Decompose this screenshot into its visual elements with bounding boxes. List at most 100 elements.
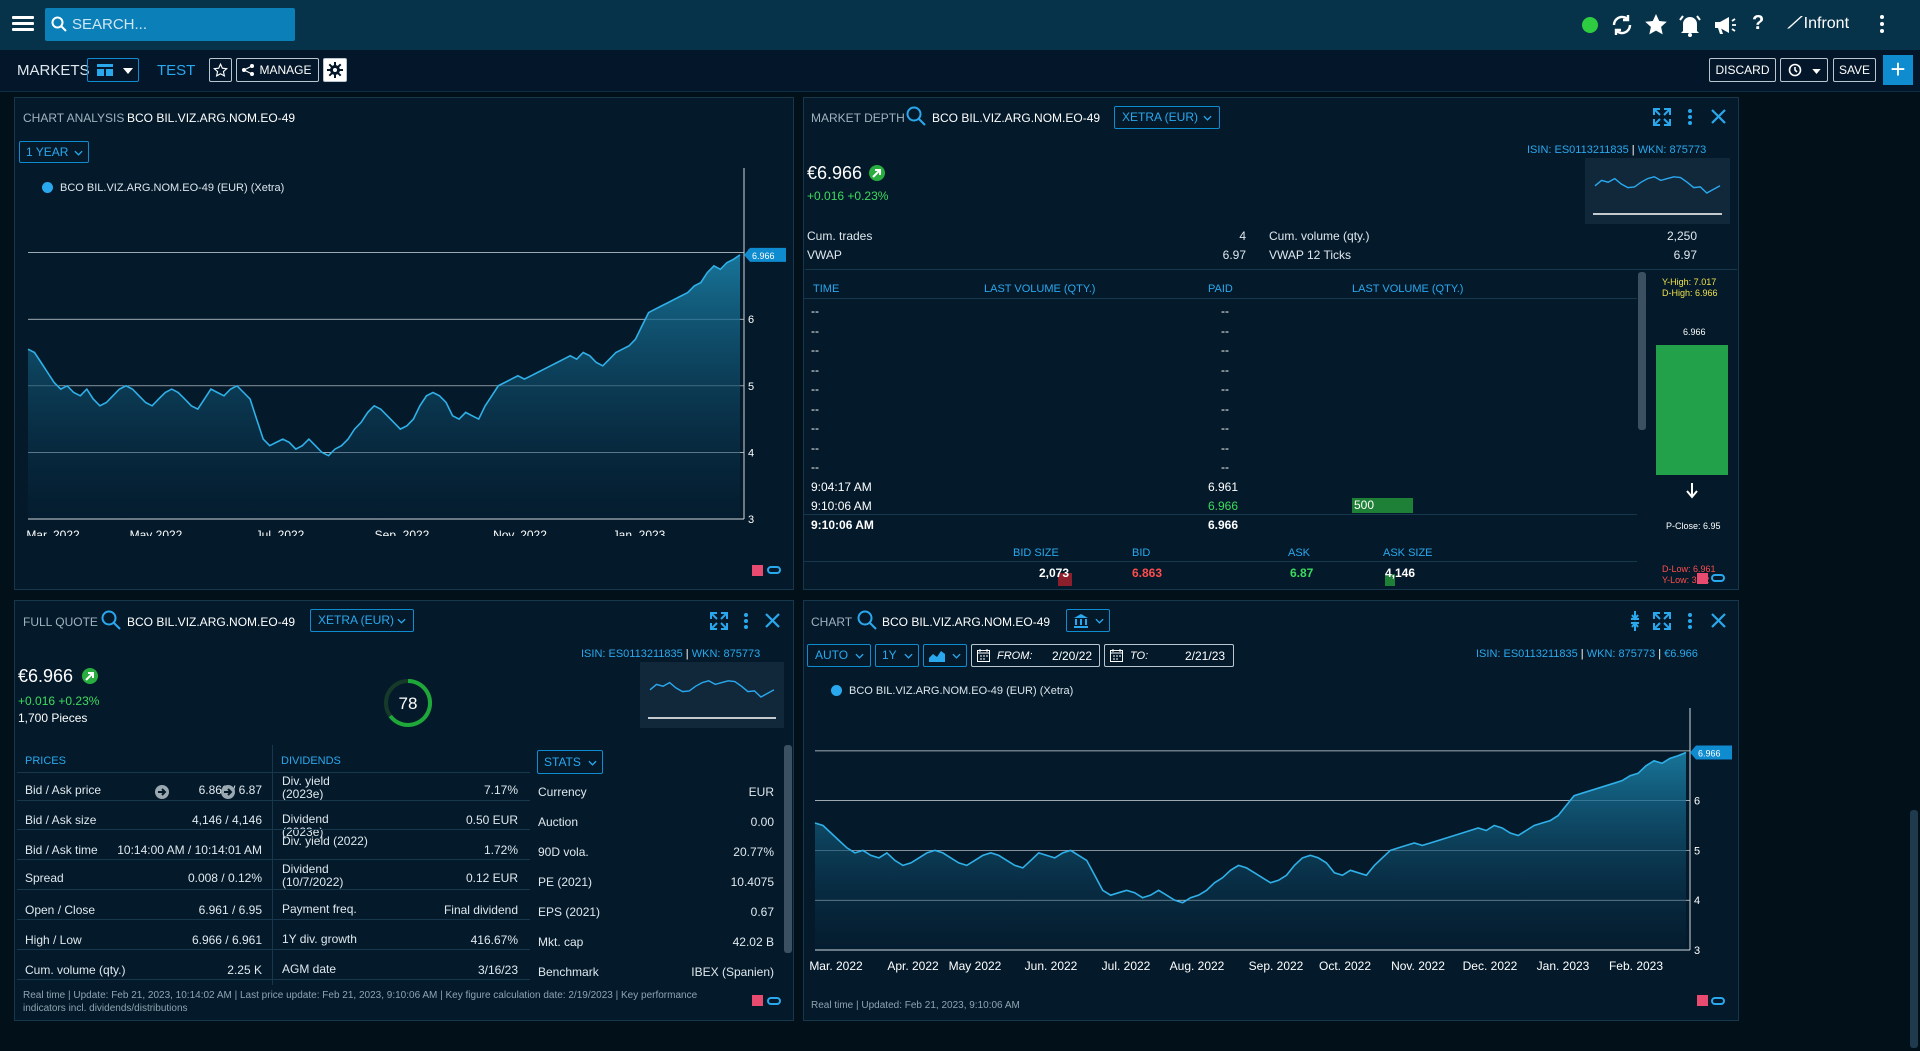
discard-button[interactable]: DISCARD	[1709, 58, 1776, 82]
col-header-last-volume-2[interactable]: LAST VOLUME (QTY.)	[1352, 283, 1464, 295]
kebab-icon[interactable]	[1687, 108, 1693, 126]
link-icon[interactable]	[767, 997, 781, 1005]
period-dropdown[interactable]: 1 YEAR	[19, 141, 89, 163]
kebab-icon[interactable]	[743, 612, 749, 630]
chevron-down-icon	[397, 618, 406, 624]
stats-scrollbar[interactable]	[784, 745, 792, 953]
trade-time: 9:10:06 AM	[811, 499, 872, 513]
help-icon[interactable]: ?	[1752, 12, 1765, 34]
link-icon[interactable]	[767, 566, 781, 574]
exchange-selector[interactable]	[1066, 609, 1110, 632]
alarm-bell-icon[interactable]	[1677, 12, 1703, 38]
col-header-bid-size[interactable]: BID SIZE	[1013, 547, 1059, 559]
cum-volume-value: 2,250	[1666, 229, 1697, 243]
close-icon[interactable]	[765, 613, 780, 628]
to-date-field[interactable]: TO: 2/21/23	[1104, 644, 1234, 667]
instrument-name[interactable]: BCO BIL.VIZ.ARG.NOM.EO-49	[127, 111, 296, 125]
range-bar-fill	[1656, 345, 1728, 499]
price-row-label: Bid / Ask size	[25, 813, 97, 827]
settings-button[interactable]	[323, 58, 347, 82]
row-divider	[17, 859, 530, 860]
search-icon[interactable]	[101, 610, 121, 630]
search-icon[interactable]	[857, 610, 877, 630]
chart-type-dropdown[interactable]	[923, 644, 967, 667]
pin-icon[interactable]	[1628, 611, 1642, 631]
link-icon[interactable]	[1711, 574, 1725, 582]
trade-paid: --	[1221, 421, 1229, 435]
layout-dropdown[interactable]	[87, 58, 139, 82]
price-line	[814, 751, 1687, 904]
kebab-icon[interactable]	[1687, 612, 1693, 630]
megaphone-icon[interactable]	[1711, 12, 1737, 38]
dividend-row-value: 1.72%	[483, 843, 518, 857]
search-icon[interactable]	[906, 106, 926, 126]
search-box[interactable]	[45, 8, 295, 41]
col-header-ask[interactable]: ASK	[1288, 547, 1311, 559]
tab-test[interactable]: TEST	[157, 62, 196, 79]
link-icon[interactable]	[1711, 997, 1725, 1005]
period-label: 1 YEAR	[26, 145, 69, 159]
star-icon[interactable]	[1643, 12, 1669, 38]
prices-header: PRICES	[25, 755, 66, 767]
trade-paid: --	[1221, 304, 1229, 318]
add-widget-button[interactable]: +	[1883, 55, 1913, 85]
top-bar: ? ⟋ Infront	[0, 0, 1920, 50]
price-change: +0.016 +0.23%	[18, 694, 99, 708]
markets-label[interactable]: MARKETS	[17, 62, 90, 79]
col-header-paid[interactable]: PAID	[1208, 283, 1233, 295]
previous-close: P-Close: 6.95	[1666, 521, 1721, 531]
ask-size-bar	[1385, 574, 1395, 586]
manage-button[interactable]: MANAGE	[236, 58, 319, 82]
dividend-row-label: 1Y div. growth	[282, 932, 357, 946]
price-row-label: Open / Close	[25, 903, 96, 917]
save-button[interactable]: SAVE	[1833, 58, 1876, 82]
exchange-label: XETRA (EUR)	[1122, 110, 1199, 124]
row-divider	[17, 889, 530, 890]
col-header-time[interactable]: TIME	[813, 283, 840, 295]
last-price: €6.966	[807, 163, 863, 183]
instrument-name[interactable]: BCO BIL.VIZ.ARG.NOM.EO-49	[882, 615, 1051, 629]
instrument-name[interactable]: BCO BIL.VIZ.ARG.NOM.EO-49	[932, 111, 1101, 125]
trade-time: --	[811, 323, 819, 338]
kebab-icon[interactable]	[1878, 13, 1886, 37]
range-bar: Y-High: 7.017 D-High: 6.966 6.966 P-Clos…	[1656, 275, 1730, 585]
legend-label[interactable]: BCO BIL.VIZ.ARG.NOM.EO-49 (EUR) (Xetra)	[60, 182, 285, 194]
close-icon[interactable]	[1711, 613, 1726, 628]
period-dropdown[interactable]: 1Y	[875, 644, 919, 667]
dividend-row-value: 3/16/23	[477, 963, 518, 977]
x-tick-label: Mar. 2022	[810, 959, 863, 973]
workspace-bar	[0, 50, 1920, 92]
refresh-icon[interactable]	[1609, 12, 1635, 38]
last-trade-paid: 6.966	[1208, 518, 1239, 532]
search-input[interactable]	[72, 8, 287, 41]
caret-down-icon	[123, 68, 133, 74]
expand-icon[interactable]	[1653, 612, 1671, 630]
close-icon[interactable]	[1711, 109, 1726, 124]
stat-row-value: EUR	[748, 785, 774, 799]
favorite-button[interactable]	[209, 58, 232, 82]
expand-icon[interactable]	[1653, 108, 1671, 126]
col-header-bid[interactable]: BID	[1132, 547, 1151, 559]
menu-icon[interactable]	[12, 13, 34, 35]
page-scrollbar[interactable]	[1910, 810, 1918, 1048]
col-header-last-volume[interactable]: LAST VOLUME (QTY.)	[984, 283, 1096, 295]
exchange-dropdown[interactable]: XETRA (EUR)	[1114, 106, 1220, 129]
from-label: FROM:	[997, 650, 1033, 662]
trade-row: -- --	[803, 458, 1637, 476]
auto-dropdown[interactable]: AUTO	[807, 644, 871, 667]
exchange-dropdown[interactable]: XETRA (EUR)	[310, 609, 414, 632]
area-chart-icon	[929, 651, 945, 662]
col-header-ask-size[interactable]: ASK SIZE	[1383, 547, 1433, 559]
history-dropdown[interactable]	[1780, 58, 1828, 82]
bid-value: 6.863	[1132, 566, 1163, 580]
instrument-name[interactable]: BCO BIL.VIZ.ARG.NOM.EO-49	[127, 615, 296, 629]
from-date-field[interactable]: FROM: 2/20/22	[971, 644, 1100, 667]
change-abs: +0.016	[18, 694, 56, 708]
legend-label[interactable]: BCO BIL.VIZ.ARG.NOM.EO-49 (EUR) (Xetra)	[849, 685, 1074, 697]
expand-icon[interactable]	[710, 612, 728, 630]
trades-scrollbar[interactable]	[1638, 272, 1646, 430]
plus-icon: +	[1890, 54, 1906, 84]
stats-dropdown[interactable]: STATS	[537, 750, 603, 774]
